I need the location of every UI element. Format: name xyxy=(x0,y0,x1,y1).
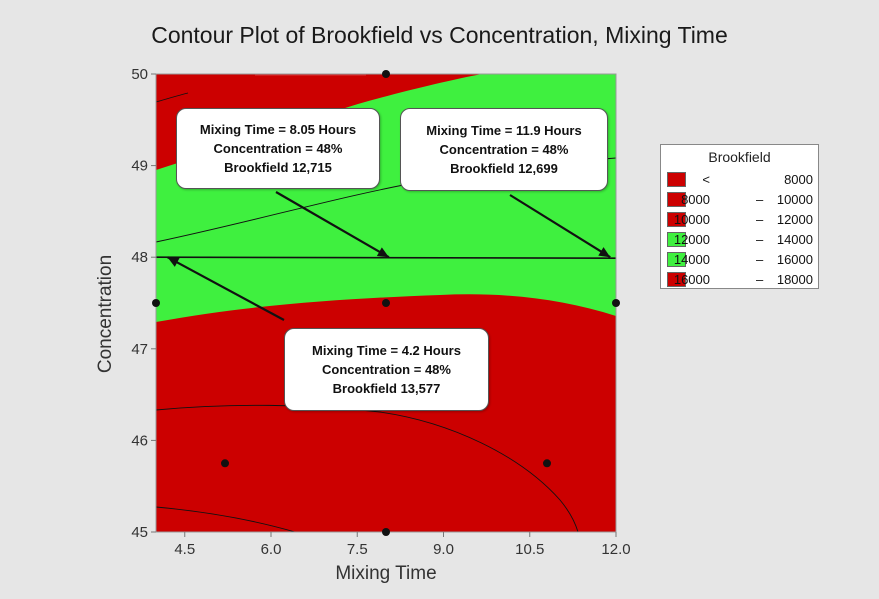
annotation-3-line-3: Brookfield 13,577 xyxy=(332,381,441,396)
legend-entry: < 8000 xyxy=(667,172,815,188)
x-tick-label: 6.0 xyxy=(261,541,282,558)
legend: Brookfield < 8000 8000 – 10000 10000 – 1… xyxy=(660,144,819,289)
x-tick-label: 4.5 xyxy=(174,541,195,558)
design-points xyxy=(152,70,620,536)
annotation-arrow-head xyxy=(167,257,180,267)
design-point xyxy=(382,70,390,78)
legend-low: 16000 xyxy=(673,272,710,287)
y-tick-label: 47 xyxy=(131,341,148,358)
y-tick-label: 48 xyxy=(131,249,148,266)
legend-entry: 8000 – 10000 xyxy=(667,192,815,208)
annotation-2-line-1: Mixing Time = 11.9 Hours xyxy=(426,123,582,138)
legend-high: 12000 xyxy=(776,212,813,227)
y-axis-ticks: 45 46 47 48 49 50 xyxy=(131,66,156,541)
reference-line xyxy=(155,256,617,260)
x-tick-label: 9.0 xyxy=(433,541,454,558)
legend-dash: – xyxy=(756,272,764,287)
legend-high: 8000 xyxy=(784,172,813,187)
annotation-3-line-2: Concentration = 48% xyxy=(322,362,451,377)
annotation-1-line-3: Brookfield 12,715 xyxy=(224,160,332,175)
legend-swatch xyxy=(667,252,686,267)
legend-low: 10000 xyxy=(673,212,710,227)
annotation-arrow-head xyxy=(376,247,389,258)
x-tick-label: 12.0 xyxy=(601,541,630,558)
legend-title: Brookfield xyxy=(708,149,771,165)
annotation-arrow-head xyxy=(598,247,611,258)
x-axis-ticks: 4.5 6.0 7.5 9.0 10.5 12.0 xyxy=(174,532,631,558)
legend-low: 12000 xyxy=(673,232,710,247)
legend-high: 16000 xyxy=(776,252,813,267)
design-point xyxy=(221,459,229,468)
contour-line xyxy=(155,506,296,533)
contour-line xyxy=(155,404,579,533)
annotation-arrows xyxy=(166,191,611,321)
reference-line-group xyxy=(155,256,617,260)
annotation-arrow-shaft xyxy=(509,194,611,259)
design-point xyxy=(382,528,390,536)
annotation-2-line-2: Concentration = 48% xyxy=(439,142,569,157)
chart-title: Contour Plot of Brookfield vs Concentrat… xyxy=(151,22,728,48)
legend-entry: 12000 – 14000 xyxy=(667,232,815,248)
design-point xyxy=(543,459,551,468)
annotation-1-line-1: Mixing Time = 8.05 Hours xyxy=(199,122,357,137)
design-point xyxy=(152,299,160,307)
legend-dash: – xyxy=(756,192,764,207)
legend-entry: 16000 – 18000 xyxy=(667,272,815,288)
legend-dash: – xyxy=(756,232,764,247)
contour-line xyxy=(155,92,189,103)
y-axis-label: Concentration xyxy=(95,254,116,374)
annotation-arrow-shaft xyxy=(275,191,390,259)
legend-swatch xyxy=(667,272,686,287)
annotation-box-1: Mixing Time = 8.05 Hours Concentration =… xyxy=(176,108,380,189)
legend-low: 8000 xyxy=(681,192,710,207)
annotation-arrow-shaft xyxy=(166,256,285,321)
annotation-2-line-3: Brookfield 12,699 xyxy=(450,161,558,176)
legend-high: 10000 xyxy=(776,192,813,207)
design-point xyxy=(612,299,620,307)
x-tick-label: 7.5 xyxy=(347,541,368,558)
annotation-1-line-2: Concentration = 48% xyxy=(213,141,343,156)
legend-high: 18000 xyxy=(776,272,813,287)
x-tick-label: 10.5 xyxy=(515,541,544,558)
y-tick-label: 50 xyxy=(131,66,148,83)
design-point xyxy=(382,299,390,307)
y-tick-label: 49 xyxy=(131,158,148,175)
y-tick-label: 45 xyxy=(131,524,148,541)
legend-low: < xyxy=(702,172,710,187)
annotation-box-2: Mixing Time = 11.9 Hours Concentration =… xyxy=(400,108,608,191)
legend-swatch xyxy=(667,232,686,247)
legend-entry: 14000 – 16000 xyxy=(667,252,815,268)
legend-dash: – xyxy=(756,212,764,227)
legend-low: 14000 xyxy=(673,252,710,267)
annotation-box-3: Mixing Time = 4.2 Hours Concentration = … xyxy=(284,328,489,411)
legend-swatch xyxy=(667,172,686,187)
annotation-3-line-1: Mixing Time = 4.2 Hours xyxy=(312,343,461,358)
x-axis-label: Mixing Time xyxy=(335,563,437,584)
y-tick-label: 46 xyxy=(131,432,148,449)
legend-high: 14000 xyxy=(776,232,813,247)
legend-swatch xyxy=(667,212,686,227)
legend-dash: – xyxy=(756,252,764,267)
legend-swatch xyxy=(667,192,686,207)
legend-entry: 10000 – 12000 xyxy=(667,212,815,228)
